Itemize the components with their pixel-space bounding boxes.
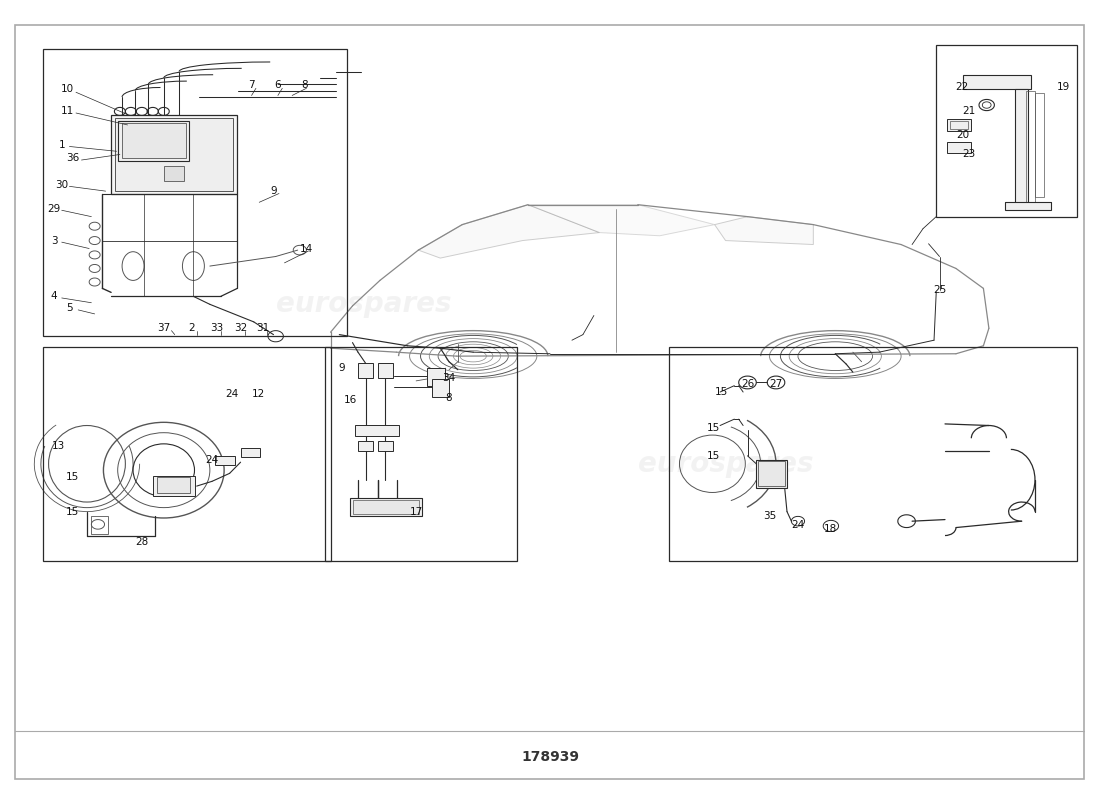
Bar — [122, 123, 186, 158]
Text: 3: 3 — [51, 235, 57, 246]
Bar — [216, 456, 235, 466]
Bar — [1026, 90, 1035, 202]
Text: 15: 15 — [715, 387, 728, 397]
Text: 1: 1 — [58, 140, 65, 150]
Text: 10: 10 — [60, 84, 74, 94]
Text: 16: 16 — [343, 395, 356, 405]
Bar — [164, 166, 184, 181]
Text: 22: 22 — [955, 82, 968, 92]
Bar — [153, 476, 195, 496]
Bar — [118, 121, 189, 161]
Text: 4: 4 — [51, 291, 57, 302]
Text: 15: 15 — [707, 451, 721, 461]
Polygon shape — [418, 205, 600, 258]
Text: 34: 34 — [442, 373, 455, 382]
Polygon shape — [528, 205, 715, 236]
Bar — [1005, 202, 1052, 210]
Bar — [757, 460, 786, 488]
Bar — [111, 114, 238, 194]
Bar — [350, 498, 421, 515]
Text: 178939: 178939 — [521, 750, 579, 764]
Bar — [326, 347, 517, 561]
Bar — [116, 118, 233, 191]
Text: 9: 9 — [338, 363, 344, 373]
Bar — [950, 121, 968, 129]
Text: 36: 36 — [66, 154, 79, 163]
Text: 5: 5 — [66, 303, 73, 314]
Text: 29: 29 — [47, 204, 60, 214]
Bar — [759, 462, 784, 486]
Bar — [947, 119, 971, 130]
Bar — [358, 363, 373, 378]
Bar — [377, 363, 393, 378]
Text: 2: 2 — [188, 323, 195, 334]
Bar — [431, 379, 449, 397]
Bar — [377, 442, 393, 451]
Text: 27: 27 — [769, 379, 783, 389]
Text: 17: 17 — [409, 506, 422, 517]
Text: 26: 26 — [741, 379, 755, 389]
Text: 31: 31 — [256, 323, 270, 334]
Text: 8: 8 — [446, 394, 452, 403]
Text: eurospares: eurospares — [276, 290, 451, 318]
Bar — [91, 516, 108, 534]
Bar — [354, 425, 398, 436]
Text: 8: 8 — [301, 80, 308, 90]
Bar — [1035, 93, 1044, 197]
Text: 20: 20 — [956, 130, 969, 140]
Bar — [1015, 89, 1028, 209]
Bar — [241, 448, 261, 458]
Bar — [352, 500, 419, 514]
Text: 30: 30 — [55, 180, 68, 190]
Text: 15: 15 — [66, 472, 79, 482]
Text: 37: 37 — [157, 323, 170, 334]
Text: 15: 15 — [66, 506, 79, 517]
Text: 13: 13 — [52, 442, 65, 451]
Bar — [947, 142, 971, 153]
Text: 7: 7 — [249, 80, 255, 90]
Text: 14: 14 — [300, 243, 313, 254]
Bar — [962, 74, 1031, 89]
Bar — [157, 478, 190, 494]
Polygon shape — [715, 217, 813, 245]
Text: 18: 18 — [824, 524, 837, 534]
Bar — [358, 442, 373, 451]
Bar — [669, 347, 1077, 561]
Text: 23: 23 — [962, 150, 976, 159]
Text: 15: 15 — [707, 423, 721, 433]
Text: 35: 35 — [762, 510, 777, 521]
Bar — [43, 347, 331, 561]
Text: 25: 25 — [933, 285, 946, 295]
Text: 21: 21 — [962, 106, 976, 117]
Text: 9: 9 — [271, 186, 277, 196]
Text: 24: 24 — [226, 389, 239, 398]
Text: 11: 11 — [60, 106, 74, 117]
Text: eurospares: eurospares — [638, 450, 813, 478]
Text: 19: 19 — [1057, 82, 1070, 92]
Text: 28: 28 — [135, 537, 149, 547]
Text: 6: 6 — [275, 80, 282, 90]
Bar — [936, 46, 1077, 217]
Bar — [427, 368, 444, 386]
Text: 33: 33 — [210, 323, 223, 334]
Text: 32: 32 — [234, 323, 248, 334]
Text: 24: 24 — [791, 520, 804, 530]
Bar — [43, 50, 346, 336]
Text: 24: 24 — [206, 454, 219, 465]
Text: 12: 12 — [252, 389, 265, 398]
